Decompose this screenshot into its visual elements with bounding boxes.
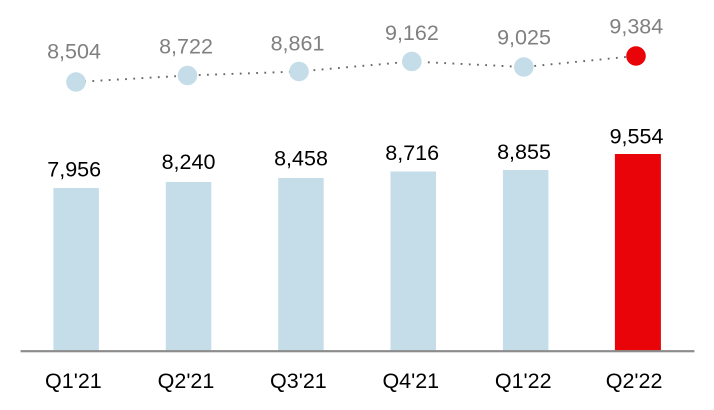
svg-text:Q1'22: Q1'22: [495, 369, 552, 393]
svg-text:8,722: 8,722: [159, 34, 213, 58]
svg-text:8,861: 8,861: [271, 31, 325, 55]
svg-text:8,458: 8,458: [274, 147, 328, 171]
svg-text:9,025: 9,025: [497, 26, 551, 50]
svg-text:8,716: 8,716: [385, 141, 439, 165]
svg-text:Q4'21: Q4'21: [382, 369, 439, 393]
svg-text:Q3'21: Q3'21: [270, 369, 327, 393]
svg-text:Q2'21: Q2'21: [158, 369, 215, 393]
svg-text:9,384: 9,384: [609, 15, 663, 39]
svg-text:9,162: 9,162: [385, 21, 439, 45]
svg-text:Q2'22: Q2'22: [606, 369, 663, 393]
svg-text:9,554: 9,554: [610, 124, 664, 148]
svg-text:8,855: 8,855: [497, 140, 551, 164]
svg-text:8,240: 8,240: [162, 150, 216, 174]
svg-text:8,504: 8,504: [47, 40, 101, 64]
svg-text:7,956: 7,956: [47, 157, 101, 181]
svg-text:Q1'21: Q1'21: [45, 369, 102, 393]
